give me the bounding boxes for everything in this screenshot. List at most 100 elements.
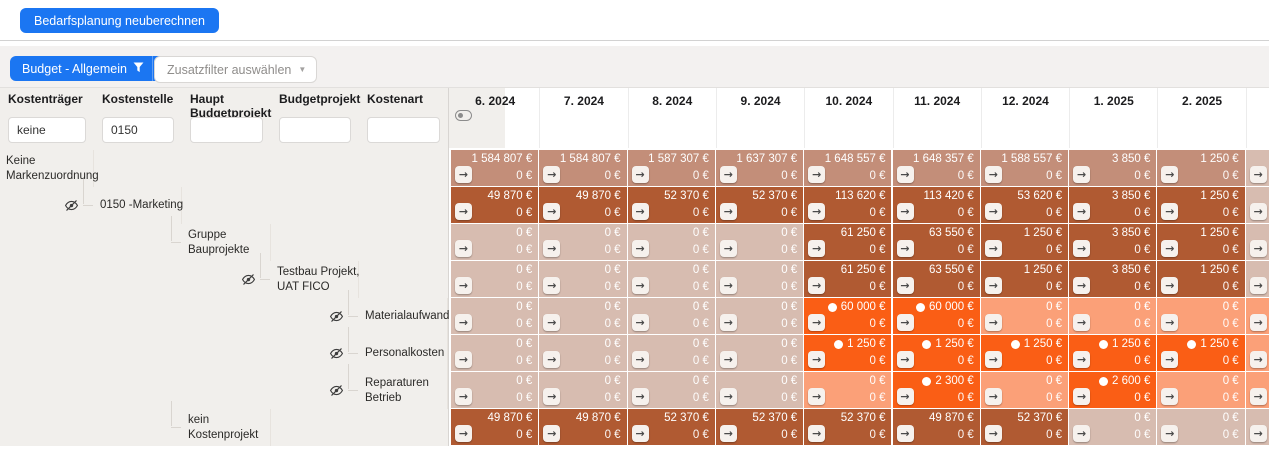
- cell-arrow-button[interactable]: →: [984, 351, 1002, 368]
- cell-arrow-button[interactable]: →: [455, 425, 472, 442]
- cell-arrow-button[interactable]: →: [455, 240, 472, 257]
- cell-arrow-button[interactable]: →: [543, 425, 561, 442]
- cell-arrow-button[interactable]: →: [1249, 388, 1267, 405]
- column-filter-input[interactable]: [279, 117, 351, 143]
- cell-arrow-button[interactable]: →: [808, 351, 826, 368]
- cell-arrow-button[interactable]: →: [808, 314, 826, 331]
- cell-arrow-button[interactable]: →: [1249, 203, 1267, 220]
- cell-arrow-button[interactable]: →: [1073, 314, 1091, 331]
- cell-value: 1 250 €: [834, 338, 885, 350]
- cell-arrow-button[interactable]: →: [896, 425, 914, 442]
- cell-arrow-button[interactable]: →: [719, 240, 737, 257]
- cell-arrow-button[interactable]: →: [543, 351, 561, 368]
- cell-arrow-button[interactable]: →: [1073, 388, 1091, 405]
- cell-arrow-button[interactable]: →: [1073, 351, 1091, 368]
- cell-arrow-button[interactable]: →: [808, 388, 826, 405]
- cell-arrow-button[interactable]: →: [543, 277, 561, 294]
- cell-arrow-button[interactable]: →: [1249, 314, 1267, 331]
- cell-arrow-button[interactable]: →: [1161, 240, 1179, 257]
- recalculate-button[interactable]: Bedarfsplanung neuberechnen: [20, 8, 219, 33]
- cell-arrow-button[interactable]: →: [1073, 166, 1091, 183]
- cell-arrow-button[interactable]: →: [896, 277, 914, 294]
- cell-arrow-button[interactable]: →: [984, 314, 1002, 331]
- eye-slash-icon[interactable]: [325, 372, 347, 409]
- cell-arrow-button[interactable]: →: [1073, 203, 1091, 220]
- cell-arrow-button[interactable]: →: [984, 166, 1002, 183]
- cell-arrow-button[interactable]: →: [1073, 277, 1091, 294]
- cell-arrow-button[interactable]: →: [1073, 240, 1091, 257]
- cell-arrow-button[interactable]: →: [1161, 203, 1179, 220]
- cell-arrow-button[interactable]: →: [455, 277, 472, 294]
- cell-arrow-button[interactable]: →: [719, 351, 737, 368]
- cell-arrow-button[interactable]: →: [1161, 388, 1179, 405]
- cell-arrow-button[interactable]: →: [896, 166, 914, 183]
- cell-arrow-button[interactable]: →: [719, 425, 737, 442]
- budget-cell-partial: →: [1245, 335, 1269, 371]
- cell-arrow-button[interactable]: →: [896, 203, 914, 220]
- cell-arrow-button[interactable]: →: [719, 166, 737, 183]
- cell-arrow-button[interactable]: →: [543, 388, 561, 405]
- cell-arrow-button[interactable]: →: [1249, 351, 1267, 368]
- cell-arrow-button[interactable]: →: [896, 314, 914, 331]
- cell-arrow-button[interactable]: →: [631, 314, 649, 331]
- eye-slash-icon[interactable]: [325, 335, 347, 372]
- cell-arrow-button[interactable]: →: [719, 203, 737, 220]
- cell-arrow-button[interactable]: →: [808, 277, 826, 294]
- cell-arrow-button[interactable]: →: [543, 314, 561, 331]
- eye-slash-icon[interactable]: [237, 261, 259, 298]
- cell-arrow-button[interactable]: →: [719, 314, 737, 331]
- budget-cell: 49 870 € 0 € →: [451, 409, 539, 445]
- cell-arrow-button[interactable]: →: [543, 203, 561, 220]
- cell-arrow-button[interactable]: →: [808, 166, 826, 183]
- cell-arrow-button[interactable]: →: [1249, 277, 1267, 294]
- cell-arrow-button[interactable]: →: [984, 203, 1002, 220]
- cell-arrow-button[interactable]: →: [631, 277, 649, 294]
- cell-arrow-button[interactable]: →: [631, 425, 649, 442]
- cell-value: 0 €: [693, 301, 709, 313]
- row-label-box: [0, 150, 94, 187]
- cell-arrow-button[interactable]: →: [455, 203, 472, 220]
- cell-arrow-button[interactable]: →: [808, 240, 826, 257]
- cell-arrow-button[interactable]: →: [896, 351, 914, 368]
- cell-arrow-button[interactable]: →: [631, 203, 649, 220]
- cell-arrow-button[interactable]: →: [808, 425, 826, 442]
- cell-arrow-button[interactable]: →: [631, 388, 649, 405]
- cell-arrow-button[interactable]: →: [1161, 425, 1179, 442]
- column-filter-input[interactable]: [190, 117, 263, 143]
- additional-filter-button[interactable]: Zusatzfilter auswählen ▼: [154, 56, 318, 83]
- cell-arrow-button[interactable]: →: [455, 388, 472, 405]
- cell-arrow-button[interactable]: →: [1073, 425, 1091, 442]
- cell-arrow-button[interactable]: →: [1161, 351, 1179, 368]
- cell-arrow-button[interactable]: →: [1249, 166, 1267, 183]
- cell-arrow-button[interactable]: →: [984, 240, 1002, 257]
- cell-arrow-button[interactable]: →: [896, 388, 914, 405]
- cell-arrow-button[interactable]: →: [1161, 314, 1179, 331]
- primary-filter-button[interactable]: Budget - Allgemein ▼: [10, 56, 180, 81]
- cell-arrow-button[interactable]: →: [896, 240, 914, 257]
- columns-visibility-toggle-icon[interactable]: [455, 110, 472, 121]
- column-filter-input[interactable]: [367, 117, 440, 143]
- cell-value: 0 €: [1223, 412, 1239, 424]
- cell-arrow-button[interactable]: →: [631, 166, 649, 183]
- eye-slash-icon[interactable]: [60, 187, 82, 224]
- column-filter-input[interactable]: [8, 117, 86, 143]
- cell-arrow-button[interactable]: →: [1249, 425, 1267, 442]
- eye-slash-icon[interactable]: [325, 298, 347, 335]
- cell-arrow-button[interactable]: →: [719, 388, 737, 405]
- cell-arrow-button[interactable]: →: [455, 314, 472, 331]
- cell-arrow-button[interactable]: →: [984, 425, 1002, 442]
- cell-arrow-button[interactable]: →: [1161, 166, 1179, 183]
- column-filter-input[interactable]: [102, 117, 174, 143]
- cell-arrow-button[interactable]: →: [1161, 277, 1179, 294]
- cell-arrow-button[interactable]: →: [631, 351, 649, 368]
- cell-arrow-button[interactable]: →: [455, 351, 472, 368]
- cell-arrow-button[interactable]: →: [543, 166, 561, 183]
- cell-arrow-button[interactable]: →: [1249, 240, 1267, 257]
- cell-arrow-button[interactable]: →: [631, 240, 649, 257]
- cell-arrow-button[interactable]: →: [719, 277, 737, 294]
- cell-arrow-button[interactable]: →: [984, 388, 1002, 405]
- cell-arrow-button[interactable]: →: [808, 203, 826, 220]
- cell-arrow-button[interactable]: →: [984, 277, 1002, 294]
- cell-arrow-button[interactable]: →: [543, 240, 561, 257]
- cell-arrow-button[interactable]: →: [455, 166, 472, 183]
